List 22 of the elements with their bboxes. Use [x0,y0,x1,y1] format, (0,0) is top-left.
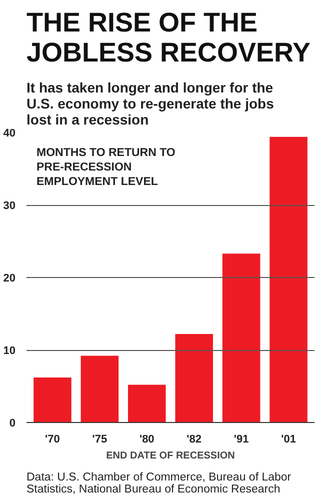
y-tick-label: 40 [3,128,16,140]
x-axis-title: END DATE OF RECESSION [106,450,235,462]
x-tick-label: '70 [45,434,60,446]
bar [270,136,308,422]
x-tick-label: '91 [234,434,249,446]
bar [128,384,166,422]
annotation: MONTHS TO RETURN TO PRE-RECESSION EMPLOYMENT LEVEL [36,147,176,188]
bar [80,356,119,422]
bar [222,254,260,422]
text: Data: U.S. Chamber of Commerce, Bureau of Labor Statistics, National Bureau of Economic Research [26,472,292,496]
chart-subtitle: It has taken longer and longer for the U.S. economy to re-generate the jobs lost in a recession [26,80,274,128]
x-tick-label: '80 [139,434,154,446]
x-tick-label: '01 [281,434,296,446]
x-tick-label: '75 [92,434,108,446]
bar [175,334,213,422]
y-tick-label: 20 [3,272,16,284]
y-tick-label: 10 [3,345,16,357]
x-tick-label: '82 [186,434,202,446]
y-tick-label: 30 [3,200,16,212]
chart-title: THE RISE OF THE JOBLESS RECOVERY [26,8,311,68]
bar [34,378,72,422]
y-tick-label: 0 [9,418,16,430]
